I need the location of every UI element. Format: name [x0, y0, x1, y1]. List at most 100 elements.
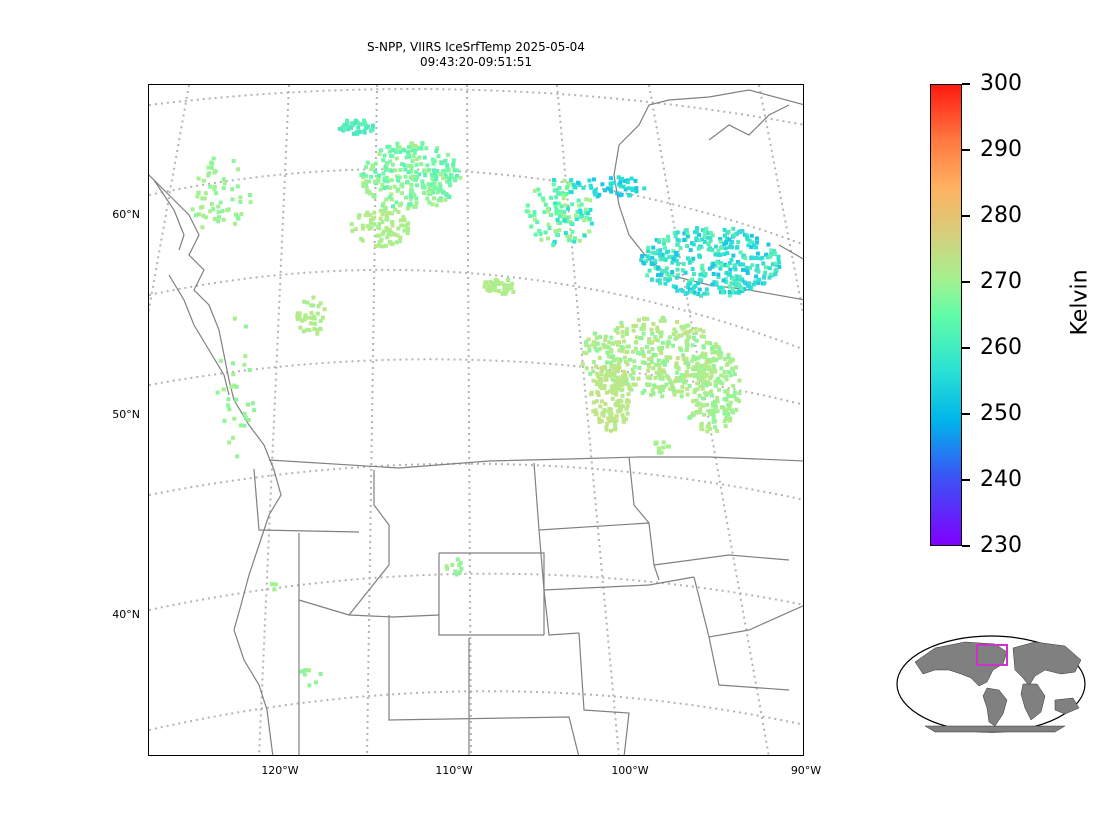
temperature-pixel: [726, 355, 731, 360]
temperature-pixel: [642, 388, 647, 393]
temperature-pixel: [652, 383, 656, 388]
temperature-pixel: [579, 202, 584, 207]
temperature-pixel: [439, 198, 444, 203]
temperature-pixel: [554, 232, 559, 237]
temperature-pixel: [761, 275, 766, 280]
temperature-pixel: [609, 411, 614, 416]
temperature-pixel: [722, 397, 727, 401]
temperature-pixel: [701, 269, 706, 274]
temperature-pixel: [422, 155, 427, 160]
temperature-pixel: [661, 440, 666, 445]
temperature-pixel: [381, 201, 386, 206]
temperature-pixel: [728, 400, 733, 405]
temperature-pixel: [639, 326, 644, 331]
latitude-gridlines: [149, 88, 803, 731]
temperature-pixel: [615, 383, 620, 388]
temperature-pixel: [372, 222, 377, 227]
temperature-pixel: [443, 168, 448, 173]
temperature-pixel: [360, 226, 365, 231]
lon-label-90: 90°W: [790, 764, 822, 777]
temperature-pixel: [536, 187, 541, 192]
temperature-pixel: [529, 224, 534, 229]
temperature-pixel: [209, 202, 214, 206]
temperature-pixel: [231, 372, 236, 377]
temperature-pixel: [211, 156, 216, 161]
temperature-pixel: [646, 245, 651, 250]
temperature-pixel: [638, 351, 643, 356]
temperature-pixel: [727, 293, 732, 298]
temperature-pixel: [724, 280, 729, 284]
temperature-pixel: [725, 251, 730, 256]
temperature-pixel: [666, 274, 671, 279]
temperature-pixel: [752, 243, 757, 247]
temperature-pixel: [215, 390, 220, 395]
temperature-pixel: [651, 245, 656, 250]
temperature-pixel: [604, 374, 608, 379]
temperature-pixel: [303, 313, 308, 318]
temperature-pixel: [591, 409, 596, 414]
temperature-pixel: [443, 197, 448, 202]
temperature-pixel: [741, 267, 745, 272]
temperature-pixel: [708, 238, 713, 243]
temperature-pixel: [201, 178, 206, 183]
temperature-pixel: [696, 355, 701, 360]
temperature-pixel: [690, 267, 695, 272]
temperature-pixel: [453, 569, 458, 574]
temperature-pixel: [414, 162, 419, 167]
temperature-pixel: [628, 373, 633, 378]
temperature-pixel: [634, 189, 639, 194]
temperature-pixel: [623, 359, 628, 364]
temperature-pixel: [615, 326, 620, 330]
temperature-pixel: [638, 336, 643, 340]
temperature-pixel: [451, 164, 456, 169]
temperature-pixel: [716, 275, 721, 279]
temperature-pixel: [423, 173, 428, 178]
temperature-pixel: [435, 190, 440, 195]
temperature-pixel: [364, 125, 369, 130]
temperature-pixel: [723, 357, 728, 361]
temperature-pixel: [659, 450, 664, 455]
map-panel[interactable]: [148, 84, 804, 756]
temperature-pixel: [624, 417, 628, 422]
temperature-pixel: [356, 129, 361, 134]
temperature-pixel: [731, 410, 736, 415]
temperature-pixel: [357, 213, 362, 218]
temperature-pixel: [558, 220, 563, 225]
temperature-pixel: [719, 366, 724, 371]
temperature-pixel: [700, 375, 705, 380]
temperature-pixel: [615, 342, 620, 347]
temperature-pixel: [298, 325, 303, 330]
temperature-pixel: [436, 198, 441, 203]
temperature-pixel: [684, 356, 689, 361]
temperature-pixel: [612, 378, 617, 383]
temperature-pixel: [675, 288, 680, 293]
temperature-pixel: [562, 193, 567, 198]
temperature-pixel: [694, 398, 699, 403]
temperature-pixel: [728, 242, 733, 247]
temperature-pixel: [646, 362, 651, 367]
temperature-pixel: [312, 327, 317, 331]
temperature-pixel: [549, 213, 553, 217]
temperature-pixel: [552, 178, 556, 182]
temperature-pixel: [663, 269, 668, 274]
temperature-pixel: [724, 374, 729, 379]
colorbar-label: Kelvin: [1067, 269, 1093, 336]
temperature-pixel: [714, 358, 719, 362]
temperature-pixel: [368, 221, 373, 226]
temperature-pixel: [675, 242, 680, 247]
temperature-pixel: [687, 384, 692, 388]
temperature-pixel: [389, 197, 394, 202]
temperature-pixel: [692, 285, 696, 290]
temperature-pixel: [697, 287, 702, 292]
temperature-pixel: [595, 348, 600, 353]
temperature-pixel: [404, 223, 409, 228]
colorbar-tick-mark: [962, 215, 970, 217]
temperature-pixel: [639, 258, 644, 262]
temperature-pixel: [559, 204, 564, 209]
temperature-pixel: [701, 396, 705, 401]
temperature-pixel: [589, 221, 594, 226]
temperature-pixel: [432, 181, 437, 186]
temperature-pixel: [373, 179, 377, 184]
temperature-pixel: [649, 327, 654, 332]
temperature-pixel: [633, 382, 638, 387]
